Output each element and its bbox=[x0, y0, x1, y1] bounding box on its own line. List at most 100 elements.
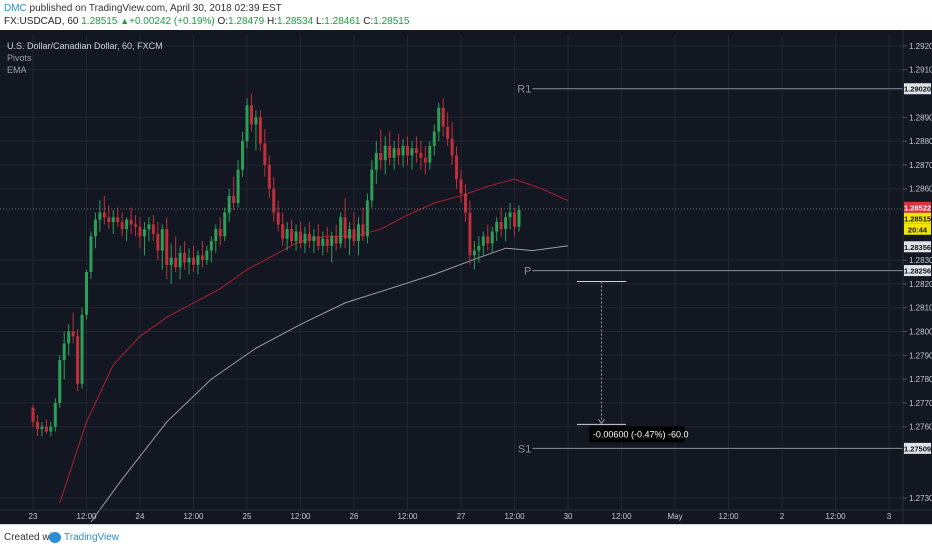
x-tick-label: 12:00 bbox=[183, 512, 204, 521]
y-tick-label: 1.29100 bbox=[909, 66, 932, 75]
candle-body bbox=[432, 131, 436, 146]
candle bbox=[227, 188, 231, 223]
candle bbox=[183, 241, 187, 270]
x-tick-label: 27 bbox=[457, 512, 466, 521]
symbol-label: FX:USDCAD, 60 bbox=[4, 16, 79, 27]
candle-body bbox=[254, 117, 258, 125]
y-tick-label: 1.28900 bbox=[909, 113, 932, 122]
candle bbox=[258, 110, 262, 151]
price-chart[interactable]: R1 P S1 -0.00600 (-0.47%) -60.0 U.S. Dolla… bbox=[0, 30, 932, 524]
candle bbox=[281, 212, 285, 246]
candle bbox=[423, 145, 427, 175]
close-label: C: bbox=[363, 16, 374, 27]
chart-area[interactable]: R1 P S1 -0.00600 (-0.47%) -60.0 U.S. Dolla… bbox=[0, 30, 932, 524]
candle-body bbox=[446, 126, 450, 139]
candle-body bbox=[450, 138, 454, 156]
candle-body bbox=[165, 229, 169, 265]
candle-body bbox=[459, 179, 463, 194]
candle-body bbox=[107, 217, 111, 223]
candle bbox=[169, 243, 173, 284]
price-tag: 1.27509 bbox=[904, 442, 931, 454]
candle-body bbox=[227, 195, 231, 213]
candle bbox=[495, 217, 499, 242]
close-value: 1.28515 bbox=[373, 16, 410, 27]
x-tick-label: 12:00 bbox=[397, 512, 418, 521]
candle bbox=[120, 212, 124, 237]
candle-body bbox=[187, 257, 191, 263]
legend-ema[interactable]: EMA bbox=[7, 65, 27, 75]
candle bbox=[472, 241, 476, 270]
candle-body bbox=[258, 117, 262, 144]
pivot-label-p: P bbox=[524, 266, 531, 278]
x-tick-label: 3 bbox=[887, 512, 892, 521]
candle bbox=[401, 138, 405, 168]
candle bbox=[160, 224, 164, 270]
candle bbox=[285, 222, 289, 251]
candle bbox=[254, 110, 258, 151]
x-tick-label: 30 bbox=[564, 512, 573, 521]
candle bbox=[174, 236, 178, 272]
candle bbox=[98, 200, 102, 232]
price-tag-label: 1.28356 bbox=[904, 243, 931, 252]
x-tick-label: 12:00 bbox=[612, 512, 633, 521]
candle bbox=[325, 226, 329, 253]
legend-pivots[interactable]: Pivots bbox=[7, 53, 32, 63]
candle bbox=[236, 160, 240, 208]
tradingview-link[interactable]: TradingView bbox=[64, 532, 120, 543]
candle-body bbox=[93, 219, 97, 237]
candle bbox=[71, 312, 75, 344]
candle bbox=[481, 231, 485, 256]
candle bbox=[241, 131, 245, 177]
candle-body bbox=[463, 193, 467, 213]
candle bbox=[196, 250, 200, 275]
tradingview-logo-icon[interactable] bbox=[49, 532, 61, 543]
candle bbox=[330, 231, 334, 263]
legend-title[interactable]: U.S. Dollar/Canadian Dollar, 60, FXCM bbox=[7, 41, 163, 51]
high-label: H: bbox=[267, 16, 278, 27]
measure-arrow-icon bbox=[598, 419, 605, 425]
candle-body bbox=[35, 421, 39, 430]
candle-body bbox=[138, 226, 142, 237]
price-tag: 20:44 bbox=[904, 223, 931, 235]
candle bbox=[352, 212, 356, 246]
candle-body bbox=[285, 229, 289, 239]
last-price: 1.28515 bbox=[81, 16, 118, 27]
candle bbox=[85, 269, 89, 320]
candle-body bbox=[365, 200, 369, 237]
candle bbox=[62, 331, 66, 380]
candle-body bbox=[352, 229, 356, 242]
candle-body bbox=[361, 224, 365, 237]
measure-callout-text: -0.00600 (-0.47%) -60.0 bbox=[593, 429, 689, 439]
candle bbox=[432, 124, 436, 156]
y-tick-label: 1.29200 bbox=[909, 42, 932, 51]
candle-body bbox=[142, 229, 146, 237]
candle bbox=[406, 136, 410, 165]
author-link[interactable]: DMC bbox=[4, 3, 27, 14]
candle bbox=[299, 222, 303, 249]
chart-background bbox=[0, 30, 932, 524]
candle-body bbox=[406, 145, 410, 156]
header-bar: DMC published on TradingView.com, April … bbox=[0, 0, 932, 30]
publish-text: published on TradingView.com, April 30, … bbox=[26, 3, 282, 14]
candle-body bbox=[241, 141, 245, 170]
candle bbox=[459, 169, 463, 203]
candle-body bbox=[44, 426, 48, 432]
candle-body bbox=[276, 212, 280, 225]
candle-body bbox=[307, 233, 311, 242]
candle-body bbox=[423, 157, 427, 163]
candle bbox=[125, 217, 129, 242]
y-tick-label: 1.27800 bbox=[909, 375, 932, 384]
candle bbox=[272, 176, 276, 223]
candle-body bbox=[419, 153, 423, 158]
candle-body bbox=[272, 188, 276, 213]
candle-body bbox=[468, 212, 472, 256]
candle bbox=[361, 207, 365, 242]
price-tag: 1.28356 bbox=[904, 241, 931, 253]
candle bbox=[58, 355, 62, 408]
candle bbox=[455, 145, 459, 189]
candle-body bbox=[232, 195, 236, 203]
candle bbox=[504, 212, 508, 242]
candle-body bbox=[370, 169, 374, 201]
candle bbox=[147, 217, 151, 242]
candle bbox=[102, 195, 106, 225]
